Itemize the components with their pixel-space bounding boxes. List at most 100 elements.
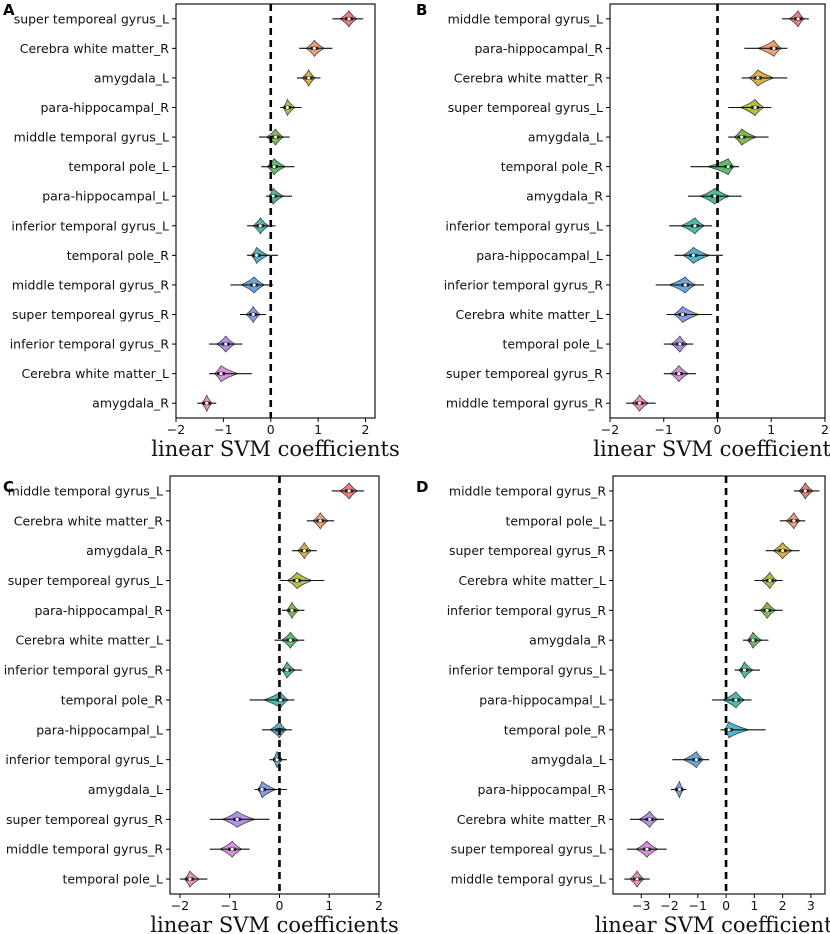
violin [179,870,208,888]
median-dot [187,877,192,882]
violin [627,840,667,858]
median-dot [230,847,235,852]
x-tick-label: −1 [689,898,707,913]
category-label: amygdala_R [86,543,163,558]
category-label: middle temporal gyrus_L [8,483,163,498]
category-label: temporal pole_R [67,248,170,263]
violin [728,98,772,117]
median-dot [634,877,640,882]
violin [765,542,800,560]
median-dot [733,697,739,702]
median-dot [637,401,642,406]
category-label: inferior temporal gyrus_R [444,277,604,292]
category-label: amygdala_R [529,633,606,648]
median-dot [302,548,307,553]
median-dot [346,16,351,21]
category-label: inferior temporal gyrus_L [11,218,169,233]
x-tick-label: −1 [655,422,673,437]
violin [306,512,335,530]
violin [744,39,788,57]
x-tick-label: −3 [632,898,650,913]
violin [209,335,243,353]
violin [674,246,723,264]
category-label: super temporeal gyrus_R [449,543,606,558]
category-label: para-hippocampal_R [40,100,169,115]
median-dot [677,787,682,792]
violin [672,751,710,769]
median-dot [753,105,758,110]
axes-frame [612,475,826,895]
violin [779,512,806,530]
violin [239,305,267,324]
violin [209,840,250,858]
median-dot [712,194,717,199]
violin [754,571,783,590]
panel-letter: D [416,478,428,496]
median-dot [251,312,256,317]
violin [629,810,664,828]
median-dot [273,135,278,140]
violin [197,394,217,413]
x-tick-label: 1 [325,898,333,913]
median-dot [767,578,772,583]
category-label: Cerebra white matter_R [454,70,604,85]
violin [249,691,295,709]
violin [624,870,650,888]
violin [299,39,333,57]
median-dot [771,46,776,51]
violin [743,631,769,649]
category-label: Cerebra white matter_R [457,812,607,827]
category-label: amygdala_R [526,189,603,204]
axes-frame [169,475,380,895]
median-dot [726,727,731,732]
category-label: para-hippocampal_R [477,782,606,797]
violin [331,482,365,500]
category-label: middle temporal gyrus_R [6,842,163,857]
median-dot [726,164,731,169]
x-tick-label: −1 [214,422,232,437]
x-tick-label: −2 [660,898,678,913]
category-label: temporal pole_L [62,872,163,887]
category-label: super temporeal gyrus_L [8,573,163,588]
median-dot [294,578,299,583]
category-label: super temporeal gyrus_R [446,366,603,381]
category-label: para-hippocampal_L [479,692,606,707]
x-axis-label: linear SVM coefficients [595,913,830,934]
x-tick-label: 1 [750,898,758,913]
violin [209,365,252,383]
category-label: amygdala_R [92,396,169,411]
violin [754,601,783,620]
violin [626,394,656,412]
violin [734,661,760,679]
median-dot [347,488,352,493]
category-label: inferior temporal gyrus_R [10,337,170,352]
category-label: super temporeal gyrus_L [451,842,606,857]
median-dot [755,75,760,80]
category-label: middle temporal gyrus_L [451,872,606,887]
median-dot [284,668,289,673]
median-dot [742,668,747,673]
median-dot [204,401,209,406]
violin [711,691,752,709]
median-dot [223,342,228,347]
median-dot [235,817,240,822]
x-tick-label: 0 [275,898,283,913]
category-label: middle temporal gyrus_L [14,130,169,145]
violin [687,187,742,205]
violin [663,335,694,353]
violin [258,128,290,146]
median-dot [306,75,311,80]
violin [690,158,739,176]
violin [666,305,713,324]
category-label: para-hippocampal_L [476,248,603,263]
violin [793,482,820,500]
x-axis-label: linear SVM coefficients [150,913,398,934]
median-dot [791,518,796,523]
violin [663,365,696,383]
category-label: Cerebra white matter_R [14,513,164,528]
category-label: super temporeal gyrus_R [12,307,169,322]
category-label: para-hippocampal_R [34,603,163,618]
